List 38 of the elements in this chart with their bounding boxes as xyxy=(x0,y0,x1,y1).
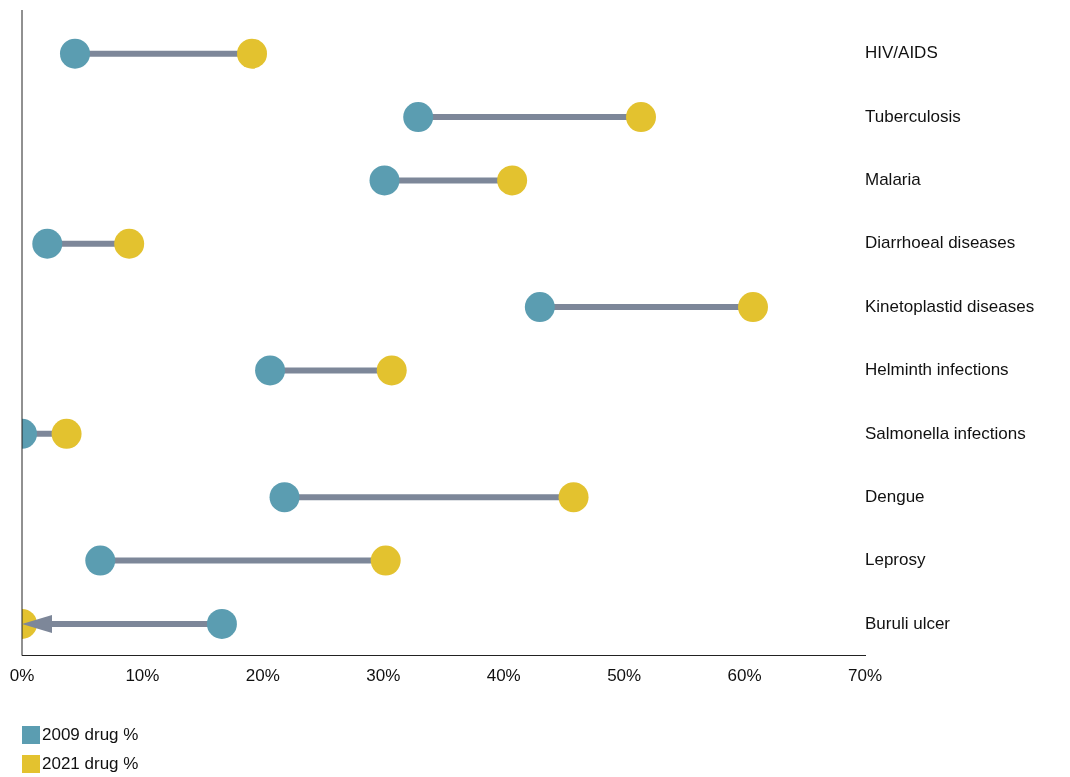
point xyxy=(370,545,401,576)
y-tick-label: Kinetoplastid diseases xyxy=(865,296,1035,316)
x-tick-label: 20% xyxy=(245,666,280,686)
point xyxy=(626,102,656,133)
x-tick-label: 30% xyxy=(366,666,401,686)
point xyxy=(85,545,116,576)
point xyxy=(403,102,434,133)
point xyxy=(558,482,589,513)
point xyxy=(59,38,90,69)
point xyxy=(206,608,237,639)
y-tick-label: Dengue xyxy=(865,486,925,506)
point xyxy=(114,228,145,259)
y-tick-label: Tuberculosis xyxy=(865,106,961,126)
y-tick-label: Helminth infections xyxy=(865,360,1009,380)
x-tick-label: 10% xyxy=(125,666,160,686)
point xyxy=(497,165,528,196)
y-tick-label: Buruli ulcer xyxy=(865,613,951,633)
point xyxy=(269,482,300,513)
point xyxy=(32,228,63,259)
legend-label: 2009 drug % xyxy=(42,724,139,745)
x-tick-label: 70% xyxy=(847,666,883,686)
point xyxy=(524,292,555,323)
x-tick-label: 60% xyxy=(727,666,762,686)
y-tick-label: Malaria xyxy=(865,170,922,190)
legend-label: 2021 drug % xyxy=(42,753,139,774)
point xyxy=(237,38,268,69)
point xyxy=(51,418,82,449)
point xyxy=(255,355,286,386)
x-tick-label: 40% xyxy=(486,666,521,686)
point xyxy=(376,355,407,386)
y-tick-label: HIV/AIDS xyxy=(865,43,938,63)
x-tick-label: 50% xyxy=(607,666,642,686)
x-tick-label: 0% xyxy=(9,666,35,686)
y-tick-label: Leprosy xyxy=(865,550,926,570)
point xyxy=(369,165,400,196)
y-tick-label: Salmonella infections xyxy=(865,423,1026,443)
point xyxy=(738,292,768,323)
y-tick-label: Diarrhoeal diseases xyxy=(865,233,1016,253)
